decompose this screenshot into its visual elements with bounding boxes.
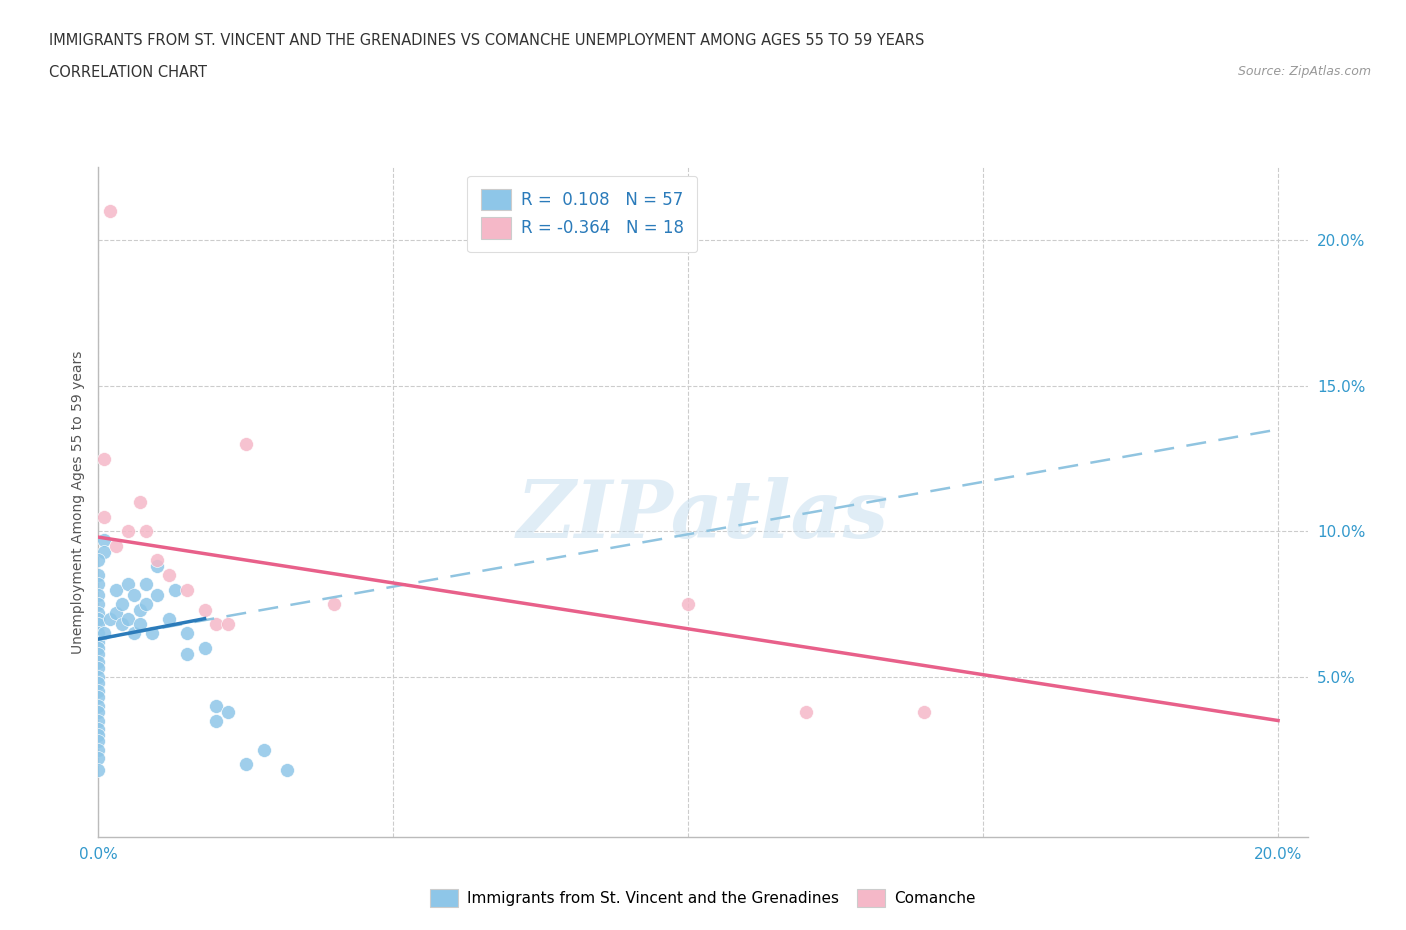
Point	[87, 675, 110, 690]
Legend: Immigrants from St. Vincent and the Grenadines, Comanche: Immigrants from St. Vincent and the Gren…	[425, 884, 981, 913]
Point	[87, 611, 110, 626]
Point	[276, 763, 298, 777]
Point	[205, 617, 228, 631]
Point	[205, 713, 228, 728]
Point	[87, 713, 110, 728]
Point	[87, 626, 110, 641]
Point	[87, 727, 110, 742]
Point	[87, 734, 110, 749]
Point	[87, 588, 110, 603]
Y-axis label: Unemployment Among Ages 55 to 59 years: Unemployment Among Ages 55 to 59 years	[70, 351, 84, 654]
Point	[323, 597, 346, 612]
Point	[176, 626, 198, 641]
Point	[252, 742, 274, 757]
Text: Source: ZipAtlas.com: Source: ZipAtlas.com	[1237, 65, 1371, 78]
Point	[176, 582, 198, 597]
Point	[217, 617, 239, 631]
Point	[141, 626, 163, 641]
Point	[87, 684, 110, 698]
Point	[87, 751, 110, 765]
Point	[128, 495, 150, 510]
Point	[128, 603, 150, 618]
Text: IMMIGRANTS FROM ST. VINCENT AND THE GRENADINES VS COMANCHE UNEMPLOYMENT AMONG AG: IMMIGRANTS FROM ST. VINCENT AND THE GREN…	[49, 33, 925, 47]
Point	[165, 582, 187, 597]
Point	[146, 559, 169, 574]
Point	[235, 436, 257, 451]
Point	[117, 611, 139, 626]
Point	[135, 577, 157, 591]
Point	[111, 617, 134, 631]
Point	[87, 605, 110, 620]
Point	[205, 698, 228, 713]
Point	[87, 646, 110, 661]
Point	[87, 660, 110, 675]
Point	[146, 553, 169, 568]
Point	[93, 533, 115, 548]
Point	[87, 742, 110, 757]
Point	[87, 567, 110, 582]
Point	[135, 524, 157, 538]
Point	[117, 524, 139, 538]
Point	[678, 597, 700, 612]
Point	[105, 538, 128, 553]
Point	[194, 641, 217, 656]
Point	[122, 626, 145, 641]
Point	[135, 597, 157, 612]
Text: ZIPatlas: ZIPatlas	[517, 477, 889, 554]
Point	[235, 757, 257, 772]
Legend: R =  0.108   N = 57, R = -0.364   N = 18: R = 0.108 N = 57, R = -0.364 N = 18	[467, 176, 697, 252]
Point	[111, 597, 134, 612]
Point	[217, 704, 239, 719]
Point	[105, 605, 128, 620]
Point	[194, 603, 217, 618]
Point	[87, 617, 110, 631]
Point	[93, 544, 115, 559]
Point	[912, 704, 935, 719]
Point	[87, 704, 110, 719]
Point	[176, 646, 198, 661]
Point	[87, 577, 110, 591]
Point	[794, 704, 817, 719]
Point	[98, 611, 121, 626]
Point	[146, 588, 169, 603]
Point	[87, 553, 110, 568]
Point	[87, 698, 110, 713]
Point	[128, 617, 150, 631]
Point	[157, 611, 180, 626]
Point	[93, 451, 115, 466]
Point	[122, 588, 145, 603]
Point	[157, 567, 180, 582]
Text: CORRELATION CHART: CORRELATION CHART	[49, 65, 207, 80]
Point	[105, 582, 128, 597]
Point	[87, 722, 110, 737]
Point	[98, 204, 121, 219]
Point	[87, 690, 110, 705]
Point	[87, 597, 110, 612]
Point	[87, 634, 110, 649]
Point	[87, 763, 110, 777]
Point	[93, 510, 115, 525]
Point	[87, 655, 110, 670]
Point	[93, 626, 115, 641]
Point	[87, 641, 110, 656]
Point	[117, 577, 139, 591]
Point	[87, 670, 110, 684]
